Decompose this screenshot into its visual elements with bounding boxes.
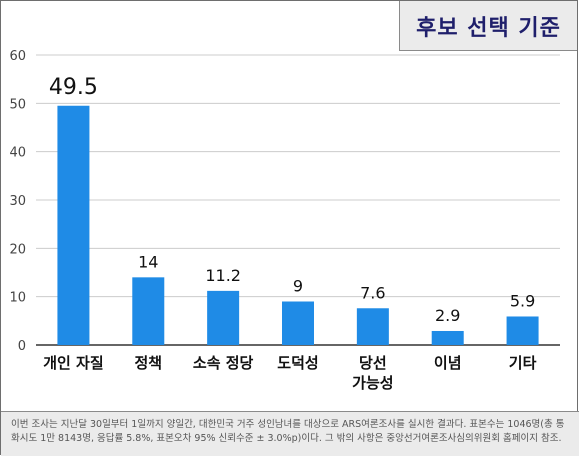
x-tick-label: 도덕성	[277, 354, 318, 372]
bar	[506, 316, 539, 345]
data-label: 7.6	[360, 283, 385, 302]
bar	[356, 308, 389, 345]
data-label: 2.9	[435, 306, 460, 325]
chart-title: 후보 선택 기준	[416, 15, 561, 41]
y-tick-label: 0	[18, 339, 26, 354]
x-tick-label: 이념	[434, 354, 462, 372]
y-tick-label: 40	[9, 146, 26, 161]
bar	[282, 301, 314, 345]
bar	[132, 277, 165, 345]
x-tick-label: 기타	[509, 354, 537, 372]
y-tick-label: 30	[9, 194, 26, 209]
x-tick-label: 가능성	[352, 374, 393, 392]
data-label: 9	[293, 277, 303, 296]
data-label: 5.9	[510, 291, 535, 310]
x-tick-label: 정책	[134, 354, 162, 372]
y-tick-label: 10	[9, 291, 26, 306]
data-label: 14	[138, 252, 158, 271]
bar	[207, 290, 240, 345]
y-tick-label: 60	[9, 49, 26, 64]
bar	[431, 330, 464, 345]
x-tick-label: 소속 정당	[193, 354, 254, 372]
data-label: 49.5	[49, 75, 98, 100]
x-tick-label: 개인 자질	[43, 354, 103, 372]
bar	[57, 105, 90, 345]
y-tick-label: 20	[9, 242, 26, 257]
data-label: 11.2	[205, 266, 241, 285]
y-tick-label: 50	[9, 97, 26, 112]
survey-footnote: 이번 조사는 지난달 30일부터 1일까지 양일간, 대한민국 거주 성인남녀를…	[1, 411, 579, 456]
x-tick-label: 당선	[359, 354, 387, 372]
chart-title-box: 후보 선택 기준	[399, 1, 577, 51]
